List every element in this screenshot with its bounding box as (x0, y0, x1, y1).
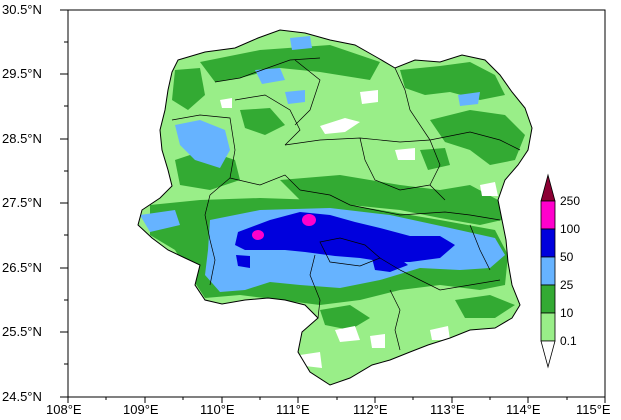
lat-label-24.5: 24.5°N (2, 389, 42, 404)
colorbar-label-50: 50 (560, 250, 574, 264)
lon-label-109: 109°E (123, 402, 159, 415)
colorbar-band-50-100 (540, 228, 556, 258)
colorbar-label-0.1: 0.1 (560, 334, 577, 348)
colorbar-band-25-50 (540, 256, 556, 286)
colorbar-bottom-triangle (540, 340, 556, 369)
colorbar-label-25: 25 (560, 278, 574, 292)
lon-label-110: 110°E (200, 402, 235, 415)
lon-label-112: 112°E (353, 402, 388, 415)
colorbar-band-10-25 (540, 284, 556, 314)
latitude-axis (60, 9, 68, 398)
lon-label-113: 113°E (430, 402, 465, 415)
longitude-axis (67, 397, 606, 403)
lon-label-115: 115°E (576, 402, 611, 415)
colorbar-legend (540, 173, 556, 369)
colorbar-label-250: 250 (560, 194, 580, 208)
lat-label-28.5: 28.5°N (2, 131, 42, 146)
lat-label-30.5: 30.5°N (2, 2, 42, 17)
lon-label-114: 114°E (506, 402, 541, 415)
lat-label-25.5: 25.5°N (2, 324, 42, 339)
lat-label-27.5: 27.5°N (2, 195, 42, 210)
prefecture-boundaries (171, 57, 521, 351)
colorbar-band-0.1-10 (540, 312, 556, 342)
lat-label-26.5: 26.5°N (2, 260, 42, 275)
province-boundary (137, 29, 533, 386)
lat-label-29.5: 29.5°N (2, 66, 42, 81)
colorbar-label-10: 10 (560, 306, 574, 320)
colorbar-band-100-250 (540, 200, 556, 230)
lon-label-108: 108°E (46, 402, 82, 415)
lon-label-111: 111°E (276, 402, 310, 415)
colorbar-label-100: 100 (560, 222, 580, 236)
